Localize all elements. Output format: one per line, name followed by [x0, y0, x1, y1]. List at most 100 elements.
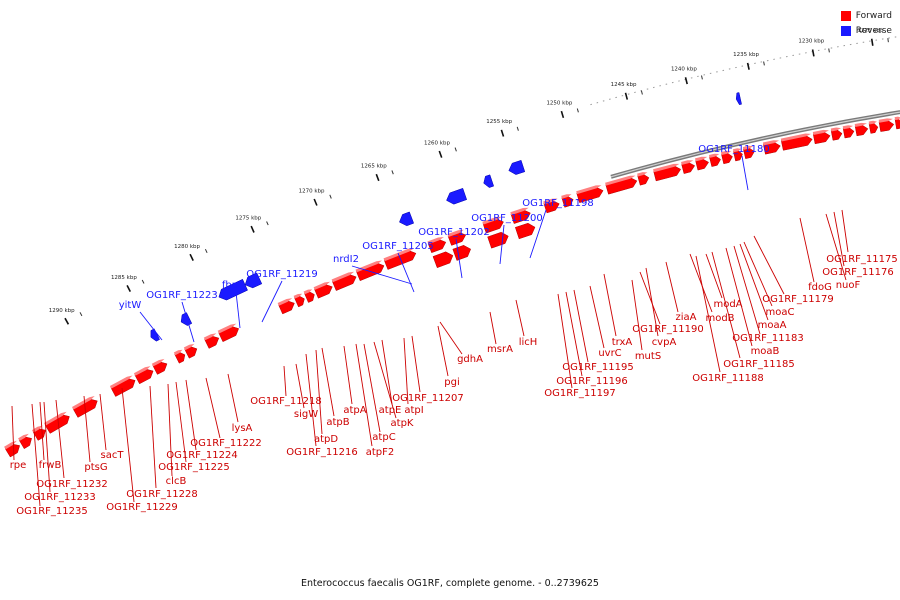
gene-leader-line [261, 280, 283, 323]
forward-gene-shade [762, 140, 780, 146]
gene-label: atpI [404, 405, 423, 416]
gene-label: OG1RF_11180 [698, 144, 770, 155]
gene-leader-line [121, 387, 135, 503]
ruler-tick-label: 1240 kbp [671, 67, 697, 73]
forward-gene-shade [109, 375, 133, 389]
forward-gene-shade [313, 281, 331, 290]
gene-label: OG1RF_11224 [166, 450, 238, 461]
gene-label: OG1RF_11195 [562, 362, 634, 373]
gene-leader-line [149, 385, 157, 489]
gene-label: OG1RF_11207 [392, 393, 464, 404]
ruler-minor-tick [454, 147, 457, 152]
forward-gene-shade [133, 366, 151, 376]
gene-leader-line [739, 243, 769, 321]
ruler-tick-label: 1230 kbp [798, 39, 824, 45]
gene-label: frwB [39, 460, 62, 471]
gene-leader-line [351, 265, 413, 285]
gene-leader-line [489, 311, 497, 345]
gene-label: OG1RF_11185 [723, 359, 795, 370]
backbone-highlight [610, 111, 900, 178]
gene-label: lysA [232, 423, 253, 434]
gene-label: sigW [294, 409, 318, 420]
ruler-minor-tick [266, 221, 269, 226]
ruler-tick-label: 1225 kbp [858, 28, 884, 34]
forward-gene-shade [44, 411, 67, 426]
forward-gene-arrow [605, 177, 638, 195]
ruler-minor-tick [701, 75, 703, 80]
gene-label: OG1RF_11225 [158, 462, 230, 473]
ruler-tick-label: 1265 kbp [361, 164, 387, 170]
reverse-gene-arrow [244, 272, 263, 289]
forward-gene-shade [842, 125, 853, 130]
gene-leader-line [711, 251, 741, 359]
gene-leader-line [99, 393, 107, 451]
gene-label: OG1RF_11235 [16, 506, 88, 517]
gene-leader-line [167, 383, 173, 477]
ruler-tick [375, 173, 380, 182]
forward-gene-shade [293, 293, 303, 299]
ruler-minor-tick [329, 194, 332, 199]
ruler-minor-tick [141, 279, 145, 284]
ruler-tick-label: 1245 kbp [611, 82, 637, 88]
gene-leader-line [825, 213, 847, 281]
ruler-tick-label: 1235 kbp [733, 52, 759, 58]
gene-leader-line [83, 395, 91, 463]
ruler-tick [560, 110, 565, 119]
forward-gene-arrow [514, 222, 536, 240]
forward-gene-arrow [294, 295, 305, 308]
forward-gene-shade [447, 229, 464, 237]
gene-leader-line [439, 321, 463, 355]
gene-leader-line [565, 291, 583, 377]
gene-label: OG1RF_11188 [692, 373, 764, 384]
gene-leader-line [31, 403, 41, 507]
forward-gene-arrow [681, 161, 696, 174]
forward-gene-shade [695, 156, 708, 162]
gene-leader-line [639, 271, 661, 325]
gene-label: uvrC [598, 348, 621, 359]
gene-leader-line [455, 238, 463, 279]
ruler-minor-tick [887, 38, 889, 43]
ruler-tick [870, 38, 874, 46]
ruler-minor-tick [828, 48, 830, 53]
labels-layer: OG1RF_11180 OG1RF_11198 OG1RF_11200 OG1RF_1… [10, 144, 898, 517]
gene-label: fbp [222, 280, 238, 291]
reverse-gene-arrow [399, 211, 415, 227]
reverse-gene-arrow [446, 187, 468, 205]
ruler-layer: 1225 kbp 1230 kbp 1235 kbp 1240 kbp 1245 kbp… [49, 28, 900, 325]
backbone-layer [610, 110, 900, 179]
gene-label: OG1RF_11176 [822, 267, 894, 278]
forward-gene-arrow [432, 251, 454, 269]
gene-leader-line [689, 253, 713, 313]
ruler-minor-tick [79, 312, 83, 317]
gene-label: OG1RF_11200 [471, 213, 543, 224]
gene-leader-line [733, 245, 761, 335]
ruler-minor-tick [640, 90, 643, 95]
gene-leader-line [321, 347, 335, 417]
ruler-tick-label: 1260 kbp [424, 140, 450, 146]
gene-label: OG1RF_11216 [286, 447, 358, 458]
ruler-minor-tick [204, 248, 208, 254]
forward-gene-arrow [110, 378, 136, 397]
forward-gene-arrow [842, 126, 855, 139]
figure-caption: Enterococcus faecalis OG1RF, complete ge… [301, 578, 599, 589]
gene-label: modA [713, 299, 742, 310]
gene-leader-line [315, 349, 323, 435]
gene-label: pgi [444, 377, 459, 388]
gene-leader-line [11, 405, 15, 461]
forward-gene-shade [653, 163, 680, 173]
gene-label: modB [705, 313, 734, 324]
forward-gene-arrow [452, 245, 472, 261]
gene-label: moaC [766, 307, 795, 318]
forward-gene-arrow [543, 200, 560, 214]
gene-leader-line [181, 301, 195, 343]
forward-gene-shade [18, 433, 29, 441]
ruler-line [590, 35, 900, 106]
gene-label: sacT [101, 450, 125, 461]
gene-leader-line [397, 252, 415, 293]
gene-leader-line [631, 279, 643, 351]
legend: Forward Reverse [840, 8, 892, 38]
forward-gene-shade [878, 118, 893, 123]
gene-label: cvpA [652, 337, 677, 348]
gene-label: nrdI2 [333, 254, 359, 265]
gene-label: fdoG [808, 282, 832, 293]
